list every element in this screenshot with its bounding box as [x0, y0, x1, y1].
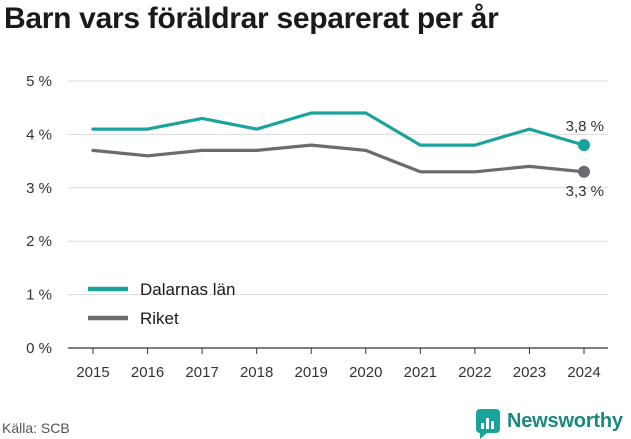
- brand-name: Newsworthy: [507, 409, 623, 432]
- series-end-label: 3,8 %: [566, 118, 604, 135]
- series-line: [91, 143, 586, 174]
- series-end-label: 3,3 %: [566, 183, 604, 200]
- newsworthy-logo-icon: [476, 409, 500, 439]
- x-tick-label: 2023: [513, 364, 546, 381]
- legend: Dalarnas län Riket: [88, 280, 235, 328]
- y-tick-label: 4 %: [26, 126, 52, 143]
- x-tick-label: 2015: [76, 364, 109, 381]
- x-tick-label: 2024: [567, 364, 600, 381]
- x-tick-label: 2021: [404, 364, 437, 381]
- source-note: Källa: SCB: [2, 420, 70, 436]
- gridlines: [68, 80, 608, 296]
- y-tick-label: 2 %: [26, 233, 52, 250]
- y-axis-ticks: 0 % 1 % 2 % 3 % 4 % 5 %: [26, 73, 52, 357]
- line-chart: 0 %1 %2 %3 %4 %5 % 2015 2016 2017 2018 2019 2…: [26, 73, 608, 381]
- brand-logo[interactable]: Newsworthy: [476, 404, 623, 439]
- x-tick-label: 2022: [458, 364, 491, 381]
- chart-title: Barn vars föräldrar separerat per år: [4, 2, 499, 35]
- x-axis: 2015 2016 2017 2018 2019 2020 2021 2022 2023 2024: [68, 347, 608, 381]
- y-tick-label: 3 %: [26, 180, 52, 197]
- legend-label: Riket: [140, 309, 179, 328]
- series-line: [91, 111, 586, 147]
- x-tick-label: 2017: [185, 364, 218, 381]
- series-end-point: [578, 139, 590, 152]
- y-tick-label: 0 %: [26, 340, 52, 357]
- legend-label: Dalarnas län: [140, 280, 235, 299]
- y-tick-label: 1 %: [26, 287, 52, 304]
- x-tick-label: 2016: [131, 364, 164, 381]
- x-tick-label: 2018: [240, 364, 273, 381]
- x-tick-label: 2020: [349, 364, 382, 381]
- series-end-point: [578, 165, 590, 178]
- y-tick-label: 5 %: [26, 73, 52, 90]
- series-lines: 3,8 % 3,3 %: [91, 111, 604, 200]
- x-tick-label: 2019: [295, 364, 328, 381]
